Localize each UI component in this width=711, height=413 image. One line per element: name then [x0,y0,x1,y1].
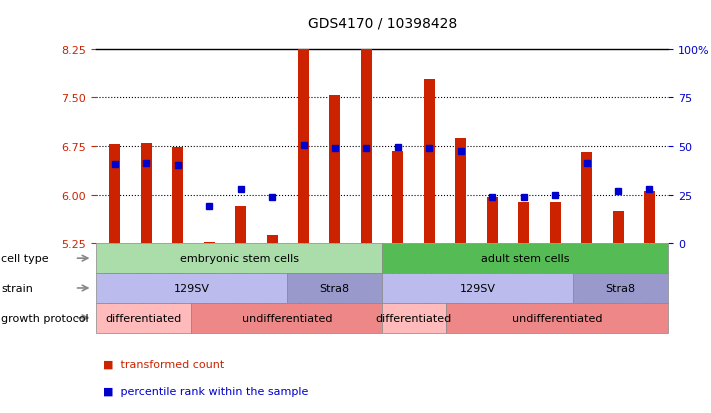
Text: growth protocol: growth protocol [1,313,89,323]
Text: adult stem cells: adult stem cells [481,254,570,263]
Bar [141,144,152,244]
Text: GDS4170 / 10398428: GDS4170 / 10398428 [308,17,456,31]
Text: cell type: cell type [1,254,49,263]
Bar [455,139,466,244]
Text: 129SV: 129SV [173,283,209,293]
Bar [329,96,341,244]
Bar [424,80,435,244]
Bar [518,203,529,244]
Bar [487,197,498,244]
Text: Stra8: Stra8 [319,283,350,293]
Text: Stra8: Stra8 [606,283,636,293]
Text: strain: strain [1,283,33,293]
Bar [109,145,120,244]
Text: embryonic stem cells: embryonic stem cells [180,254,299,263]
Text: undifferentiated: undifferentiated [242,313,332,323]
Bar [267,235,277,244]
Bar [550,202,561,244]
Text: ■  percentile rank within the sample: ■ percentile rank within the sample [103,386,309,396]
Bar [172,147,183,244]
Bar [612,211,624,244]
Text: undifferentiated: undifferentiated [512,313,602,323]
Text: 129SV: 129SV [459,283,496,293]
Bar [298,29,309,244]
Text: ■  transformed count: ■ transformed count [103,359,225,369]
Bar [581,152,592,244]
Bar [644,192,655,244]
Bar [203,242,215,244]
Text: differentiated: differentiated [105,313,182,323]
Bar [235,206,246,244]
Text: differentiated: differentiated [376,313,452,323]
Bar [392,152,403,244]
Bar [361,46,372,244]
